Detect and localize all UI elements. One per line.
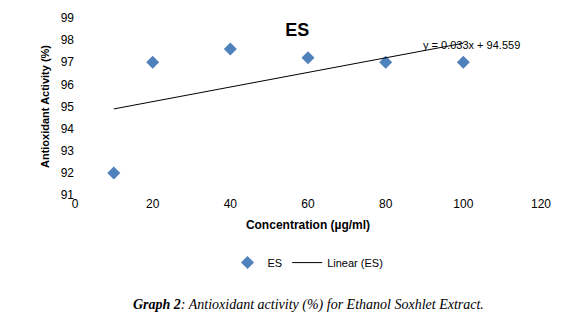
svg-text:91: 91 bbox=[61, 188, 75, 202]
svg-text:Linear (ES): Linear (ES) bbox=[327, 257, 383, 269]
svg-text:96: 96 bbox=[61, 78, 75, 92]
svg-text:20: 20 bbox=[146, 197, 160, 211]
svg-text:y = 0.033x + 94.559: y = 0.033x + 94.559 bbox=[423, 39, 520, 51]
svg-text:93: 93 bbox=[61, 144, 75, 158]
svg-text:80: 80 bbox=[379, 197, 393, 211]
svg-text:120: 120 bbox=[531, 197, 551, 211]
svg-text:99: 99 bbox=[61, 11, 75, 25]
svg-text:95: 95 bbox=[61, 100, 75, 114]
svg-text:ES: ES bbox=[268, 257, 283, 269]
svg-text:92: 92 bbox=[61, 166, 75, 180]
svg-text:100: 100 bbox=[453, 197, 473, 211]
svg-text:Graph 2: Antioxidant activity: Graph 2: Antioxidant activity (%) for Et… bbox=[133, 297, 484, 313]
svg-text:94: 94 bbox=[61, 122, 75, 136]
svg-text:97: 97 bbox=[61, 55, 75, 69]
svg-text:Concentration (µg/ml): Concentration (µg/ml) bbox=[246, 218, 370, 232]
svg-text:60: 60 bbox=[301, 197, 315, 211]
svg-text:40: 40 bbox=[224, 197, 238, 211]
svg-text:98: 98 bbox=[61, 33, 75, 47]
svg-text:ES: ES bbox=[285, 20, 309, 40]
svg-text:Antioxidant Activity (%): Antioxidant Activity (%) bbox=[39, 45, 51, 168]
svg-text:0: 0 bbox=[72, 197, 79, 211]
